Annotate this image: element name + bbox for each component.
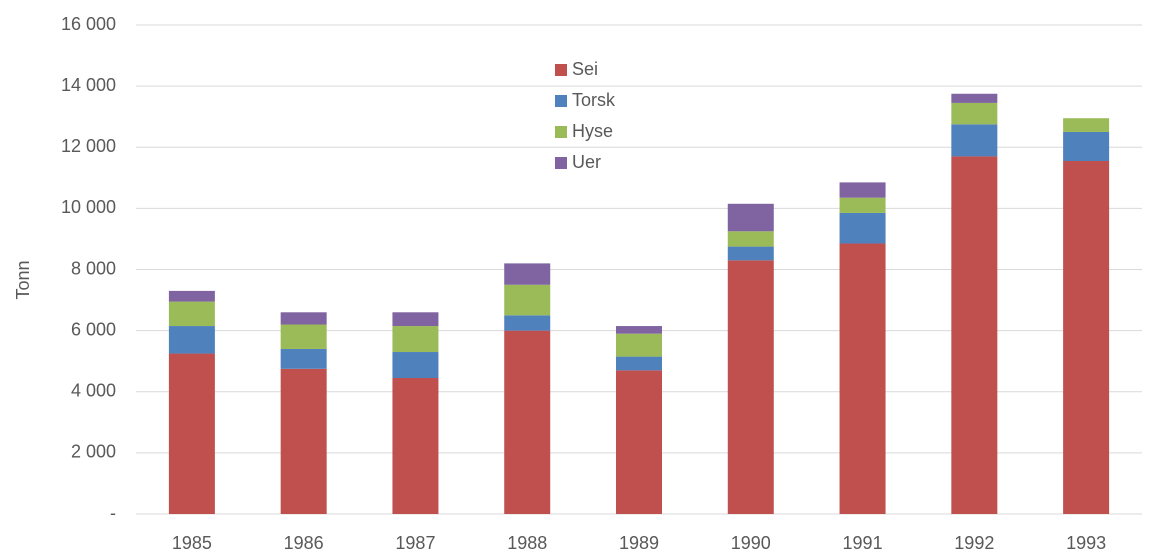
bar-segment — [839, 243, 886, 514]
y-tick-label: 4 000 — [71, 381, 116, 401]
x-tick-label: 1990 — [731, 533, 771, 553]
bar-segment — [1063, 131, 1110, 162]
bar-segment — [280, 324, 327, 349]
bar-segment — [727, 231, 774, 247]
legend-label: Torsk — [572, 90, 616, 110]
bar-segment — [1063, 118, 1110, 132]
legend-label: Sei — [572, 59, 598, 79]
y-tick-label: 16 000 — [61, 14, 116, 34]
legend-swatch — [555, 95, 567, 107]
bar-segment — [839, 182, 886, 198]
bar-segment — [951, 93, 998, 103]
x-tick-label: 1986 — [284, 533, 324, 553]
x-tick-label: 1985 — [172, 533, 212, 553]
bar-segment — [504, 330, 551, 514]
bar-segment — [616, 326, 662, 334]
y-tick-label: 14 000 — [61, 75, 116, 95]
x-tick-label: 1987 — [395, 533, 435, 553]
bar-segment — [168, 353, 215, 514]
bar-segment — [168, 326, 215, 354]
x-tick-label: 1992 — [954, 533, 994, 553]
legend-swatch — [555, 64, 567, 76]
bar-segment — [727, 203, 774, 232]
bar-segment — [1063, 161, 1110, 515]
y-tick-label: - — [110, 503, 116, 523]
bar-segment — [616, 356, 662, 371]
legend-label: Hyse — [572, 121, 613, 141]
y-tick-label: 12 000 — [61, 136, 116, 156]
legend-swatch — [555, 126, 567, 138]
bar-segment — [504, 284, 551, 316]
bar-segment — [392, 377, 439, 514]
y-tick-label: 8 000 — [71, 258, 116, 278]
bar-segment — [392, 352, 439, 378]
y-axis-label: Tonn — [13, 260, 33, 299]
bar-segment — [280, 348, 327, 369]
bar-segment — [727, 246, 774, 261]
bar-segment — [392, 326, 439, 353]
x-tick-label: 1991 — [843, 533, 883, 553]
bar-segment — [504, 315, 551, 331]
bar-segment — [280, 368, 327, 514]
x-tick-label: 1993 — [1066, 533, 1106, 553]
bar-segment — [839, 197, 886, 213]
bar-segment — [839, 212, 886, 244]
bar-segment — [951, 102, 998, 125]
y-tick-label: 10 000 — [61, 197, 116, 217]
bar-segment — [951, 124, 998, 157]
bar-segment — [951, 156, 998, 514]
bar-segment — [168, 301, 215, 327]
y-tick-label: 2 000 — [71, 442, 116, 462]
bar-segment — [504, 263, 551, 285]
x-tick-label: 1988 — [507, 533, 547, 553]
legend-swatch — [555, 157, 567, 169]
x-tick-label: 1989 — [619, 533, 659, 553]
y-tick-label: 6 000 — [71, 319, 116, 339]
bar-segment — [168, 290, 215, 302]
bar-segment — [392, 312, 439, 327]
bar-segment — [280, 312, 327, 325]
bar-segment — [616, 370, 662, 514]
legend-label: Uer — [572, 152, 601, 172]
bar-segment — [616, 333, 662, 357]
bar-segment — [727, 260, 774, 514]
